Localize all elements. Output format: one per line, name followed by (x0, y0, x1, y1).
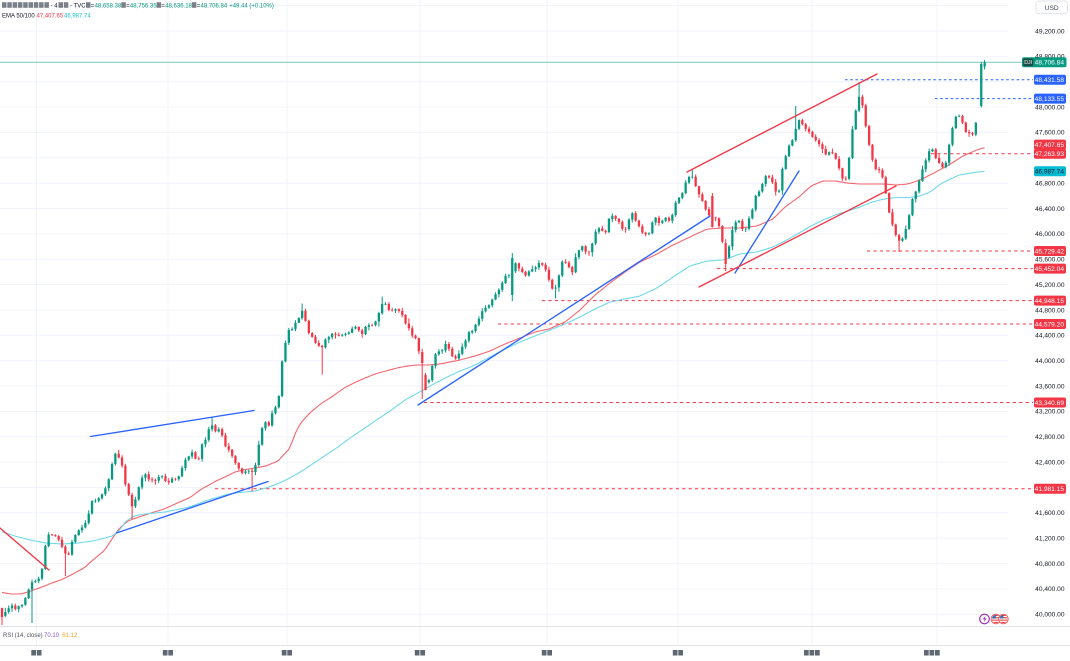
svg-text:46,000.00: 46,000.00 (1035, 231, 1065, 238)
svg-text:61.12: 61.12 (62, 633, 78, 639)
svg-text:46,987.74: 46,987.74 (64, 13, 91, 19)
svg-text:44,800.00: 44,800.00 (1035, 307, 1065, 314)
svg-text:40,800.00: 40,800.00 (1035, 561, 1065, 568)
svg-text:47,407.65: 47,407.65 (1035, 142, 1065, 149)
svg-text:43,340.69: 43,340.69 (1035, 400, 1065, 407)
svg-text:49,200.00: 49,200.00 (1035, 28, 1065, 35)
svg-text:40,400.00: 40,400.00 (1035, 586, 1065, 593)
svg-text:DJI: DJI (1024, 60, 1032, 66)
svg-text:45,729.42: 45,729.42 (1035, 248, 1065, 255)
svg-text:48,431.58: 48,431.58 (1035, 77, 1065, 84)
svg-text:45,200.00: 45,200.00 (1035, 282, 1065, 289)
svg-text:44,579.20: 44,579.20 (1035, 321, 1065, 328)
svg-text:EMA 50/100: EMA 50/100 (2, 13, 35, 19)
svg-text:=: = (91, 4, 95, 10)
svg-text:- TVC: - TVC (70, 4, 86, 10)
svg-text:47,407.65: 47,407.65 (37, 13, 64, 19)
svg-text:48,133.55: 48,133.55 (1035, 96, 1065, 103)
svg-text:42,800.00: 42,800.00 (1035, 434, 1065, 441)
svg-text:+49.44 (+0.10%): +49.44 (+0.10%) (229, 4, 274, 10)
svg-text:40,000.00: 40,000.00 (1035, 612, 1065, 619)
svg-text:41,981.15: 41,981.15 (1035, 486, 1065, 493)
svg-text:70.10: 70.10 (44, 633, 60, 639)
svg-text:45,600.00: 45,600.00 (1035, 257, 1065, 264)
svg-text:46,987.74: 46,987.74 (1035, 169, 1065, 176)
svg-text:48,706.84: 48,706.84 (1035, 60, 1065, 67)
svg-text:=: = (197, 4, 201, 10)
svg-text:43,600.00: 43,600.00 (1035, 383, 1065, 390)
svg-text:47,263.93: 47,263.93 (1035, 151, 1065, 158)
svg-text:46,400.00: 46,400.00 (1035, 206, 1065, 213)
svg-text:47,600.00: 47,600.00 (1035, 130, 1065, 137)
svg-text:43,200.00: 43,200.00 (1035, 409, 1065, 416)
svg-text:48,756.35: 48,756.35 (130, 4, 157, 10)
svg-text:46,800.00: 46,800.00 (1035, 181, 1065, 188)
svg-text:44,948.15: 44,948.15 (1035, 298, 1065, 305)
svg-text:44,000.00: 44,000.00 (1035, 358, 1065, 365)
svg-text:48,658.38: 48,658.38 (95, 4, 122, 10)
svg-text:- 4: - 4 (51, 4, 59, 10)
svg-text:USD: USD (1045, 5, 1059, 12)
svg-text:45,452.04: 45,452.04 (1035, 266, 1065, 273)
svg-text:48,000.00: 48,000.00 (1035, 104, 1065, 111)
svg-text:42,400.00: 42,400.00 (1035, 459, 1065, 466)
svg-text:=: = (161, 4, 165, 10)
svg-text:48,800.00: 48,800.00 (1035, 54, 1065, 61)
svg-text:41,200.00: 41,200.00 (1035, 536, 1065, 543)
svg-text:RSI (14, close): RSI (14, close) (3, 633, 43, 639)
svg-text:41,600.00: 41,600.00 (1035, 510, 1065, 517)
svg-text:48,706.84: 48,706.84 (201, 4, 228, 10)
svg-text:48,636.18: 48,636.18 (165, 4, 192, 10)
svg-text:=: = (126, 4, 130, 10)
svg-text:44,400.00: 44,400.00 (1035, 333, 1065, 340)
